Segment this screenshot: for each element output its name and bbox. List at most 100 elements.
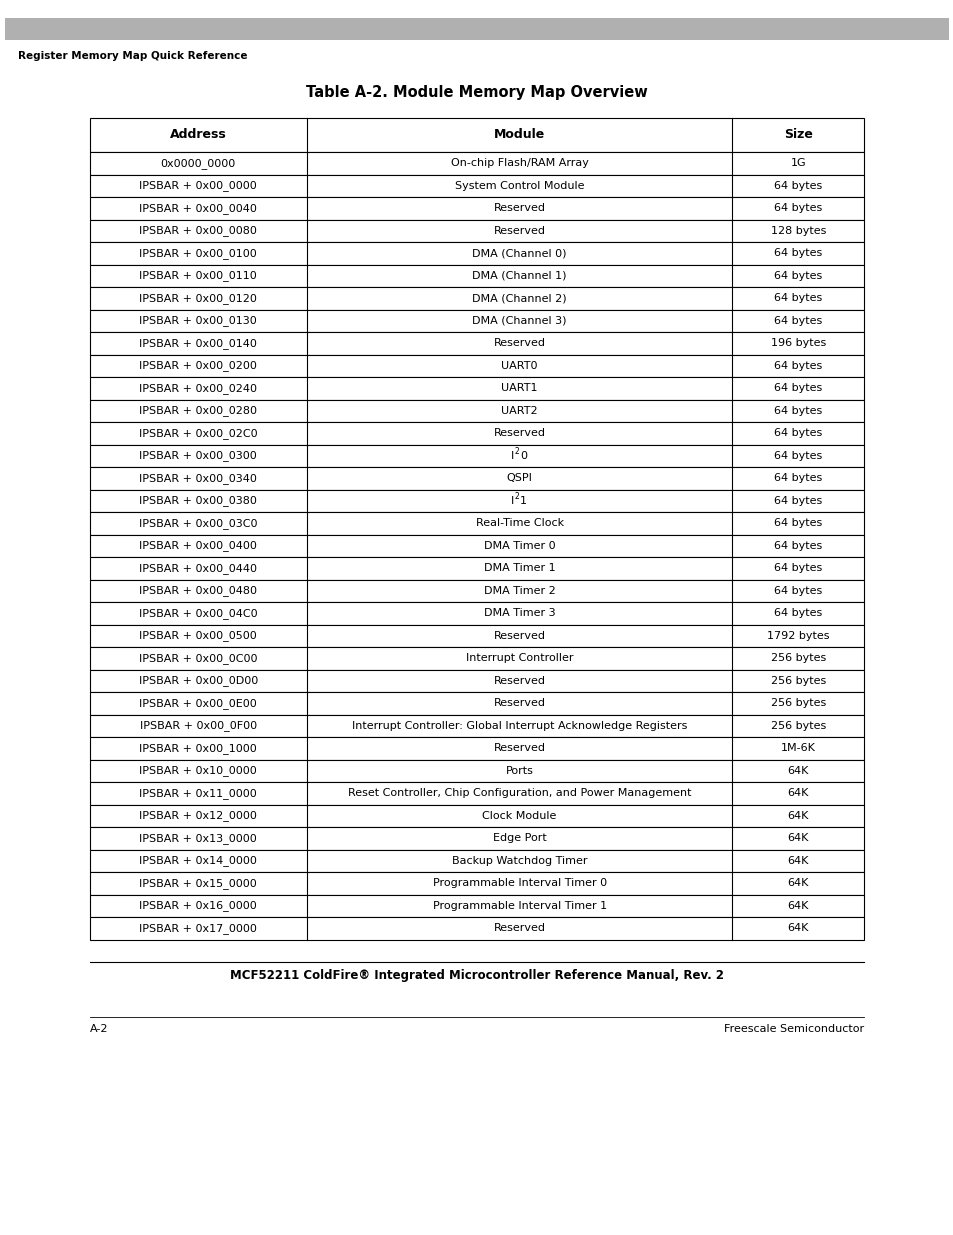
Bar	[90, 737, 863, 760]
Text: Reserved: Reserved	[493, 338, 545, 348]
Text: Register Memory Map Quick Reference: Register Memory Map Quick Reference	[18, 51, 247, 61]
Bar	[90, 692, 863, 715]
Text: I: I	[511, 451, 514, 461]
Text: Address: Address	[170, 128, 227, 142]
Text: 256 bytes: 256 bytes	[770, 721, 825, 731]
Text: Module: Module	[494, 128, 544, 142]
Text: Reserved: Reserved	[493, 204, 545, 214]
Bar	[90, 332, 863, 354]
Bar	[90, 174, 863, 198]
Text: Programmable Interval Timer 0: Programmable Interval Timer 0	[432, 878, 606, 888]
Bar	[90, 647, 863, 669]
Text: 0x0000_0000: 0x0000_0000	[160, 158, 235, 169]
Text: IPSBAR + 0x00_0000: IPSBAR + 0x00_0000	[139, 180, 257, 191]
Text: IPSBAR + 0x00_0440: IPSBAR + 0x00_0440	[139, 563, 257, 574]
Bar	[90, 557, 863, 579]
Text: IPSBAR + 0x00_0E00: IPSBAR + 0x00_0E00	[139, 698, 257, 709]
Text: 64K: 64K	[786, 856, 808, 866]
Text: 64 bytes: 64 bytes	[773, 316, 821, 326]
Text: Edge Port: Edge Port	[492, 834, 546, 844]
Bar	[90, 827, 863, 850]
Text: 64 bytes: 64 bytes	[773, 585, 821, 595]
Text: IPSBAR + 0x00_0110: IPSBAR + 0x00_0110	[139, 270, 257, 282]
Text: DMA Timer 1: DMA Timer 1	[483, 563, 555, 573]
Text: 64 bytes: 64 bytes	[773, 248, 821, 258]
Text: IPSBAR + 0x14_0000: IPSBAR + 0x14_0000	[139, 856, 257, 866]
Text: QSPI: QSPI	[506, 473, 532, 483]
Bar	[90, 445, 863, 467]
Text: IPSBAR + 0x00_0120: IPSBAR + 0x00_0120	[139, 293, 257, 304]
Text: Reserved: Reserved	[493, 429, 545, 438]
Bar	[90, 715, 863, 737]
Bar	[90, 579, 863, 601]
Text: DMA (Channel 3): DMA (Channel 3)	[472, 316, 566, 326]
Text: IPSBAR + 0x13_0000: IPSBAR + 0x13_0000	[139, 832, 257, 844]
Bar	[90, 894, 863, 918]
Text: IPSBAR + 0x00_0300: IPSBAR + 0x00_0300	[139, 451, 257, 461]
Text: IPSBAR + 0x00_0D00: IPSBAR + 0x00_0D00	[138, 676, 257, 687]
Text: 64 bytes: 64 bytes	[773, 495, 821, 506]
Text: 2: 2	[514, 493, 518, 501]
Text: 1M-6K: 1M-6K	[780, 743, 815, 753]
Text: Interrupt Controller: Interrupt Controller	[465, 653, 573, 663]
Text: IPSBAR + 0x00_0280: IPSBAR + 0x00_0280	[139, 405, 257, 416]
Text: 2: 2	[514, 447, 518, 456]
Text: IPSBAR + 0x10_0000: IPSBAR + 0x10_0000	[139, 766, 257, 777]
Text: Freescale Semiconductor: Freescale Semiconductor	[723, 1024, 863, 1034]
Bar	[90, 310, 863, 332]
Bar	[90, 872, 863, 894]
Text: System Control Module: System Control Module	[455, 180, 583, 190]
Text: Interrupt Controller: Global Interrupt Acknowledge Registers: Interrupt Controller: Global Interrupt A…	[352, 721, 686, 731]
Bar	[90, 535, 863, 557]
Text: 64K: 64K	[786, 810, 808, 821]
Bar	[90, 152, 863, 174]
Text: 64K: 64K	[786, 878, 808, 888]
Text: 1G: 1G	[790, 158, 805, 168]
Bar	[90, 782, 863, 804]
Bar	[90, 918, 863, 940]
Text: Real-Time Clock: Real-Time Clock	[475, 519, 563, 529]
Bar	[90, 489, 863, 513]
Text: IPSBAR + 0x00_0100: IPSBAR + 0x00_0100	[139, 248, 257, 258]
Text: IPSBAR + 0x00_0F00: IPSBAR + 0x00_0F00	[140, 720, 256, 731]
Text: 64 bytes: 64 bytes	[773, 473, 821, 483]
Text: I: I	[511, 495, 514, 506]
Text: DMA (Channel 2): DMA (Channel 2)	[472, 293, 566, 304]
Text: 64 bytes: 64 bytes	[773, 204, 821, 214]
Text: 128 bytes: 128 bytes	[770, 226, 825, 236]
Text: IPSBAR + 0x00_0400: IPSBAR + 0x00_0400	[139, 540, 257, 551]
Text: 64K: 64K	[786, 766, 808, 776]
Text: IPSBAR + 0x00_0080: IPSBAR + 0x00_0080	[139, 225, 257, 236]
Text: IPSBAR + 0x00_02C0: IPSBAR + 0x00_02C0	[139, 427, 257, 438]
Text: IPSBAR + 0x00_0140: IPSBAR + 0x00_0140	[139, 338, 257, 348]
Text: UART2: UART2	[500, 406, 537, 416]
Text: 256 bytes: 256 bytes	[770, 698, 825, 708]
Bar	[90, 242, 863, 264]
Text: DMA (Channel 1): DMA (Channel 1)	[472, 270, 566, 280]
Text: 1: 1	[519, 495, 526, 506]
Text: IPSBAR + 0x12_0000: IPSBAR + 0x12_0000	[139, 810, 257, 821]
Text: Reserved: Reserved	[493, 226, 545, 236]
Text: DMA Timer 3: DMA Timer 3	[483, 609, 555, 619]
Bar	[90, 220, 863, 242]
Text: IPSBAR + 0x00_0500: IPSBAR + 0x00_0500	[139, 630, 257, 641]
Text: 64 bytes: 64 bytes	[773, 541, 821, 551]
Bar	[90, 377, 863, 399]
Bar	[90, 760, 863, 782]
Text: IPSBAR + 0x17_0000: IPSBAR + 0x17_0000	[139, 923, 257, 934]
Text: 64 bytes: 64 bytes	[773, 383, 821, 393]
Text: 64 bytes: 64 bytes	[773, 519, 821, 529]
Text: 64 bytes: 64 bytes	[773, 406, 821, 416]
Text: IPSBAR + 0x00_04C0: IPSBAR + 0x00_04C0	[139, 608, 257, 619]
Text: 1792 bytes: 1792 bytes	[766, 631, 828, 641]
Bar	[90, 625, 863, 647]
Bar	[90, 467, 863, 489]
Text: 64 bytes: 64 bytes	[773, 563, 821, 573]
Bar	[90, 198, 863, 220]
Text: MCF52211 ColdFire® Integrated Microcontroller Reference Manual, Rev. 2: MCF52211 ColdFire® Integrated Microcontr…	[230, 969, 723, 982]
Text: Reserved: Reserved	[493, 676, 545, 685]
Text: Table A-2. Module Memory Map Overview: Table A-2. Module Memory Map Overview	[306, 84, 647, 100]
Text: Reset Controller, Chip Configuration, and Power Management: Reset Controller, Chip Configuration, an…	[348, 788, 691, 798]
Text: 64K: 64K	[786, 924, 808, 934]
Bar	[90, 287, 863, 310]
